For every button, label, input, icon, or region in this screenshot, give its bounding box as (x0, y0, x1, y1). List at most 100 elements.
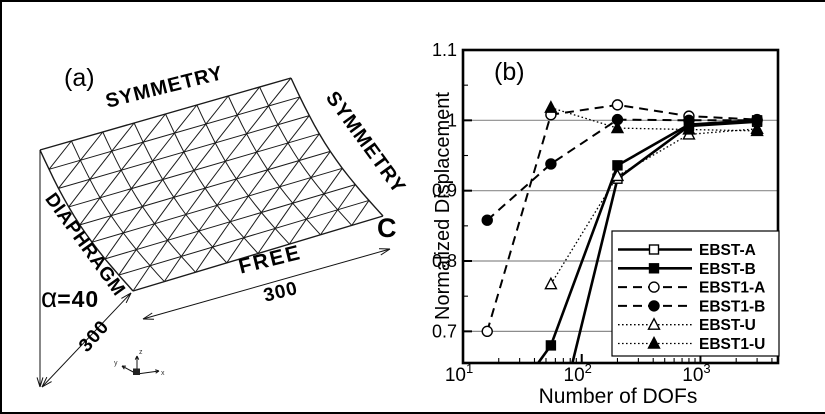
arrowhead (155, 370, 160, 374)
data-series (481, 99, 764, 363)
mesh-column-line (39, 149, 134, 292)
coordinate-triad-icon: z x y (114, 349, 165, 377)
legend-row-EBST-A: EBST-A (618, 242, 756, 259)
data-point-marker-circle-open (611, 99, 624, 111)
legend-label: EBST-U (699, 317, 756, 334)
mesh-diagonal (48, 140, 72, 170)
data-point-marker-square-open (648, 244, 660, 255)
y-axis-title: Normalized Displacement (432, 92, 454, 320)
mesh-diagonal (288, 218, 307, 245)
triangulated-mesh (39, 77, 384, 292)
data-point-marker-circle-filled (481, 214, 493, 226)
chart-drawing: 0.7 0.8 0.9 1 1.1 101 102 103 EBST-A EBST-B EBST1-… (432, 40, 780, 386)
mesh-diagonal (277, 96, 301, 126)
mesh-diagonal (183, 123, 207, 153)
mesh-diagonal (163, 256, 182, 282)
legend-row-EBST-B: EBST-B (618, 261, 756, 278)
series-line (550, 128, 758, 285)
mesh-diagonal (261, 186, 281, 213)
arrowhead (134, 355, 138, 360)
mesh-diagonal (174, 104, 198, 134)
mesh-diagonal (99, 169, 122, 199)
arrowhead (41, 381, 52, 388)
data-point-marker-circle-open (648, 281, 660, 293)
panel-b-convergence-chart: 0.7 0.8 0.9 1 1.1 101 102 103 EBST-A EBST-B EBST1-… (420, 0, 825, 414)
left-dimension-arrow (41, 292, 132, 388)
series-line (571, 120, 758, 363)
legend-row-EBST-U: EBST-U (618, 317, 756, 334)
figure-border-left (0, 0, 2, 414)
legend-row-EBST1-A: EBST1-A (618, 280, 765, 297)
triad-axis-label-x: x (161, 370, 165, 377)
mesh-diagonal (58, 159, 81, 189)
series-EBST1-U (544, 100, 764, 137)
data-point-marker-triangle-open (544, 276, 558, 290)
mesh-diagonal (298, 133, 320, 161)
mesh-diagonal (193, 142, 216, 171)
mesh-diagonal (149, 240, 169, 267)
mesh-diagonal (337, 184, 356, 211)
arrowhead (41, 376, 48, 388)
mesh-diagonal (320, 209, 339, 236)
arrowhead (36, 377, 41, 388)
mesh-diagonal (257, 228, 276, 254)
data-point-marker-triangle-open (647, 317, 661, 330)
shell-mesh-drawing: z x y (36, 77, 391, 388)
mesh-diagonal (226, 237, 245, 264)
data-point-marker-triangle-filled (544, 100, 558, 113)
mesh-diagonal (152, 132, 175, 162)
mesh-diagonal (214, 114, 238, 144)
panel-a-label: (a) (64, 64, 95, 92)
mesh-diagonal (91, 215, 112, 243)
data-point-marker-triangle-filled (647, 335, 661, 349)
mesh-diagonal (118, 249, 137, 276)
arrowhead (155, 369, 160, 372)
data-point-marker-circle-filled (648, 300, 660, 312)
mesh-diagonal (104, 232, 124, 260)
mesh-diagonal (80, 131, 104, 161)
mesh-diagonal (130, 160, 153, 189)
mesh-diagonal (243, 212, 262, 239)
legend-label: EBST-A (699, 242, 756, 259)
data-point-marker-circle-open (481, 325, 493, 338)
alpha-symbol: α (41, 282, 58, 313)
mesh-diagonal (120, 141, 144, 171)
data-point-marker-square-filled (648, 263, 660, 274)
mesh-diagonal (212, 221, 231, 248)
mesh-diagonal (306, 193, 325, 220)
mesh-diagonal (204, 160, 226, 189)
mesh-diagonal (142, 179, 164, 207)
mesh-diagonal (195, 246, 214, 273)
mesh-diagonal (89, 150, 113, 180)
mesh-diagonal (246, 105, 269, 135)
mesh-diagonal (198, 204, 218, 232)
x-tick-label: 103 (682, 361, 710, 386)
legend-box (611, 230, 780, 357)
dimension-annotations (36, 150, 391, 388)
mesh-diagonal (268, 77, 292, 107)
x-tick-label: 102 (564, 361, 592, 386)
legend-row-EBST1-B: EBST1-B (618, 298, 765, 315)
series-line (550, 107, 758, 132)
legend-row-EBST1-U: EBST1-U (618, 335, 765, 353)
arrowhead (39, 377, 44, 388)
mesh-diagonal (79, 197, 101, 226)
mesh-diagonal (173, 170, 195, 198)
arrowhead (121, 365, 125, 370)
corner-point-label-c: C (377, 213, 397, 243)
legend-label: EBST1-U (699, 336, 765, 353)
y-tick-label: 0.9 (432, 181, 457, 201)
mesh-diagonal (248, 169, 269, 197)
arrowhead (125, 292, 132, 304)
mesh-diagonal (274, 202, 294, 229)
mesh-diagonal (142, 113, 166, 143)
mesh-diagonal (135, 223, 155, 250)
angle-annotation: α=40 (41, 284, 99, 312)
mesh-diagonal (110, 188, 132, 217)
mesh-diagonal (287, 115, 310, 144)
alpha-value: =40 (57, 286, 100, 312)
mesh-diagonal (351, 200, 370, 226)
arrowhead (136, 355, 140, 360)
